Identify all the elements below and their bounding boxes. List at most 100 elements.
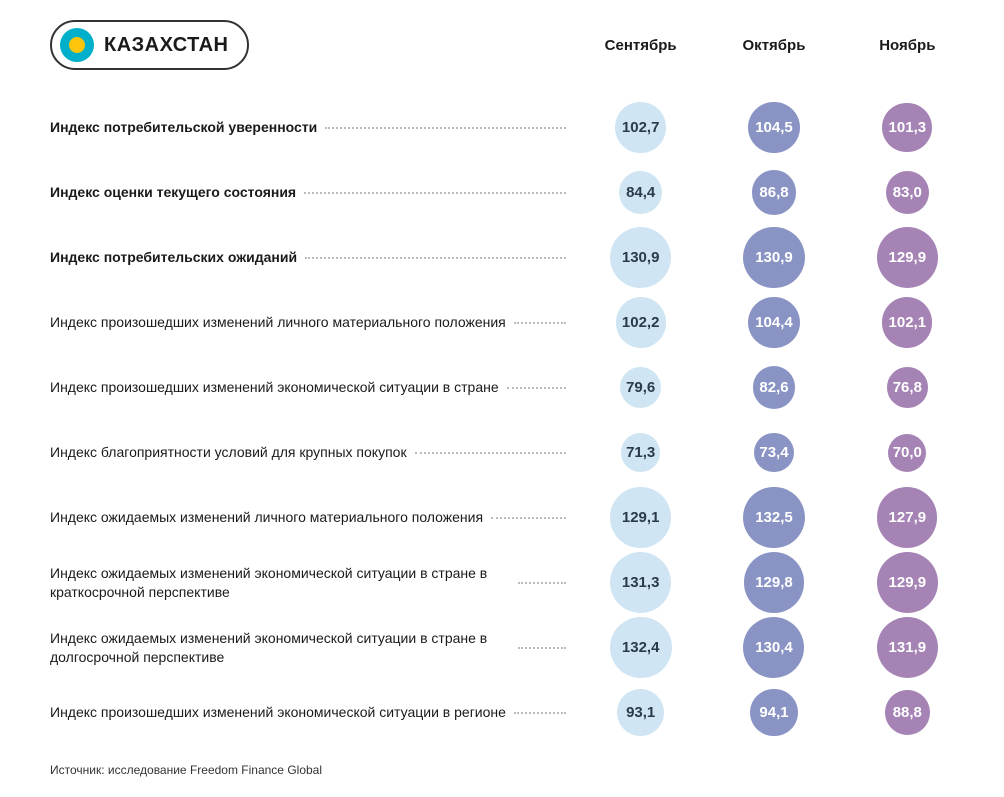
value-bubble: 132,4 xyxy=(610,617,672,679)
row-bubbles: 71,3 73,4 70,0 xyxy=(574,433,974,472)
bubble-cell: 76,8 xyxy=(841,367,974,408)
value-bubble: 84,4 xyxy=(619,171,662,214)
bubble-cell: 86,8 xyxy=(707,170,840,214)
row-label: Индекс потребительской уверенности xyxy=(50,118,317,136)
bubble-cell: 93,1 xyxy=(574,689,707,736)
row-label: Индекс оценки текущего состояния xyxy=(50,183,296,201)
bubble-cell: 130,9 xyxy=(707,227,840,288)
row-bubbles: 102,7 104,5 101,3 xyxy=(574,102,974,153)
row-label-area: Индекс произошедших изменений экономичес… xyxy=(50,680,574,745)
dotted-leader xyxy=(518,647,566,649)
bubble-cell: 84,4 xyxy=(574,171,707,214)
value-bubble: 88,8 xyxy=(885,690,930,735)
source-text: Источник: исследование Freedom Finance G… xyxy=(50,763,974,777)
bubble-cell: 129,9 xyxy=(841,227,974,288)
row-label-area: Индекс благоприятности условий для крупн… xyxy=(50,420,574,485)
row-label: Индекс потребительских ожиданий xyxy=(50,248,297,266)
bubble-cell: 83,0 xyxy=(841,171,974,214)
bubble-cell: 130,4 xyxy=(707,617,840,678)
bubble-cell: 73,4 xyxy=(707,433,840,472)
bubble-cell: 82,6 xyxy=(707,366,840,409)
row-label-area: Индекс потребительских ожиданий xyxy=(50,225,574,290)
bubble-cell: 102,7 xyxy=(574,102,707,152)
bubble-cell: 71,3 xyxy=(574,433,707,471)
data-row: Индекс ожидаемых изменений экономической… xyxy=(50,550,974,615)
value-bubble: 73,4 xyxy=(754,433,793,472)
value-bubble: 131,3 xyxy=(610,552,671,613)
value-bubble: 129,9 xyxy=(877,227,938,288)
bubble-cell: 131,3 xyxy=(574,552,707,613)
value-bubble: 79,6 xyxy=(620,367,662,409)
value-bubble: 129,1 xyxy=(610,487,671,548)
dotted-leader xyxy=(415,452,566,454)
value-bubble: 76,8 xyxy=(887,367,928,408)
bubble-cell: 129,8 xyxy=(707,552,840,613)
row-label: Индекс произошедших изменений экономичес… xyxy=(50,703,506,721)
bubble-cell: 102,1 xyxy=(841,297,974,347)
dotted-leader xyxy=(304,192,566,194)
value-bubble: 102,7 xyxy=(615,102,665,152)
row-bubbles: 130,9 130,9 129,9 xyxy=(574,227,974,288)
data-row: Индекс произошедших изменений личного ма… xyxy=(50,290,974,355)
bubble-cell: 70,0 xyxy=(841,434,974,472)
value-bubble: 104,5 xyxy=(748,102,799,153)
row-label: Индекс произошедших изменений личного ма… xyxy=(50,313,506,331)
value-bubble: 131,9 xyxy=(877,617,939,679)
data-row: Индекс произошедших изменений экономичес… xyxy=(50,355,974,420)
rows-container: Индекс потребительской уверенности102,71… xyxy=(50,95,974,745)
value-bubble: 127,9 xyxy=(877,487,937,547)
row-bubbles: 102,2 104,4 102,1 xyxy=(574,297,974,348)
value-bubble: 86,8 xyxy=(752,170,796,214)
row-label: Индекс благоприятности условий для крупн… xyxy=(50,443,407,461)
row-label: Индекс произошедших изменений экономичес… xyxy=(50,378,499,396)
data-row: Индекс благоприятности условий для крупн… xyxy=(50,420,974,485)
bubble-cell: 104,5 xyxy=(707,102,840,153)
value-bubble: 101,3 xyxy=(882,103,932,153)
bubble-cell: 130,9 xyxy=(574,227,707,288)
row-label-area: Индекс ожидаемых изменений личного матер… xyxy=(50,485,574,550)
bubble-cell: 94,1 xyxy=(707,689,840,736)
bubble-cell: 101,3 xyxy=(841,103,974,153)
row-bubbles: 131,3129,8129,9 xyxy=(574,552,974,613)
row-bubbles: 129,1 132,5 127,9 xyxy=(574,487,974,549)
value-bubble: 129,8 xyxy=(744,552,805,613)
row-label: Индекс ожидаемых изменений личного матер… xyxy=(50,508,483,526)
dotted-leader xyxy=(514,712,566,714)
month-header: Ноябрь xyxy=(841,37,974,54)
value-bubble: 104,4 xyxy=(748,297,799,348)
value-bubble: 83,0 xyxy=(886,171,929,214)
dotted-leader xyxy=(518,582,566,584)
row-bubbles: 93,1 94,1 88,8 xyxy=(574,689,974,736)
dotted-leader xyxy=(514,322,566,324)
value-bubble: 102,1 xyxy=(882,297,932,347)
bubble-cell: 127,9 xyxy=(841,487,974,547)
value-bubble: 82,6 xyxy=(753,366,796,409)
row-label-area: Индекс потребительской уверенности xyxy=(50,95,574,160)
bubble-cell: 79,6 xyxy=(574,367,707,409)
row-bubbles: 79,6 82,6 76,8 xyxy=(574,366,974,409)
month-headers: СентябрьОктябрьНоябрь xyxy=(574,37,974,54)
month-header: Сентябрь xyxy=(574,37,707,54)
data-row: Индекс ожидаемых изменений экономической… xyxy=(50,615,974,680)
row-label-area: Индекс произошедших изменений личного ма… xyxy=(50,290,574,355)
bubble-cell: 131,9 xyxy=(841,617,974,679)
row-label: Индекс ожидаемых изменений экономической… xyxy=(50,629,510,665)
dotted-leader xyxy=(507,387,566,389)
value-bubble: 102,2 xyxy=(616,297,666,347)
row-label-area: Индекс произошедших изменений экономичес… xyxy=(50,355,574,420)
row-label-area: Индекс ожидаемых изменений экономической… xyxy=(50,550,574,615)
value-bubble: 70,0 xyxy=(888,434,926,472)
row-label-area: Индекс оценки текущего состояния xyxy=(50,160,574,225)
bubble-cell: 102,2 xyxy=(574,297,707,347)
flag-icon xyxy=(60,28,94,62)
data-row: Индекс произошедших изменений экономичес… xyxy=(50,680,974,745)
bubble-cell: 88,8 xyxy=(841,690,974,735)
value-bubble: 130,4 xyxy=(743,617,804,678)
country-name: КАЗАХСТАН xyxy=(104,34,229,57)
dotted-leader xyxy=(305,257,566,259)
month-header: Октябрь xyxy=(707,37,840,54)
value-bubble: 132,5 xyxy=(743,487,805,549)
value-bubble: 93,1 xyxy=(617,689,664,736)
value-bubble: 130,9 xyxy=(610,227,671,288)
bubble-cell: 104,4 xyxy=(707,297,840,348)
